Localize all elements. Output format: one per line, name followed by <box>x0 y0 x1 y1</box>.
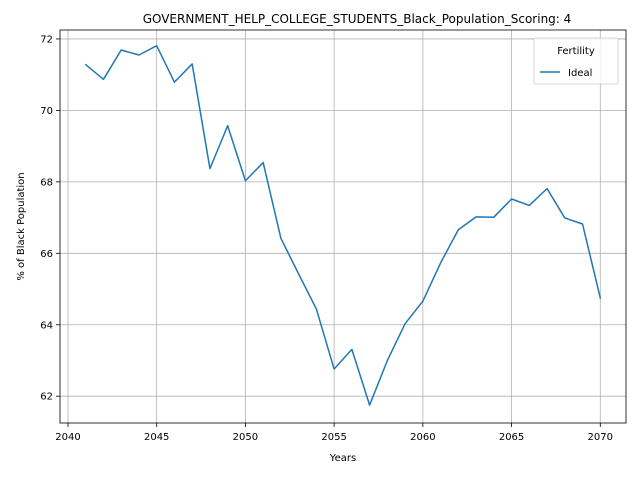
x-tick-label: 2070 <box>588 432 613 443</box>
y-axis-label: % of Black Population <box>16 172 27 280</box>
x-tick-label: 2040 <box>55 432 80 443</box>
y-tick-label: 72 <box>40 34 53 45</box>
chart-title: GOVERNMENT_HELP_COLLEGE_STUDENTS_Black_P… <box>143 12 572 26</box>
x-axis-label: Years <box>329 453 356 464</box>
legend-title: Fertility <box>557 46 595 57</box>
y-tick-label: 66 <box>40 249 53 260</box>
y-tick-label: 70 <box>40 106 53 117</box>
y-tick-label: 62 <box>40 392 53 403</box>
legend: Fertility Ideal <box>534 38 618 84</box>
legend-label: Ideal <box>568 68 592 79</box>
y-tick-label: 64 <box>40 320 53 331</box>
x-tick-label: 2065 <box>499 432 524 443</box>
y-tick-label: 68 <box>40 177 53 188</box>
x-tick-label: 2060 <box>410 432 435 443</box>
x-tick-label: 2050 <box>233 432 258 443</box>
x-tick-label: 2055 <box>321 432 346 443</box>
x-tick-label: 2045 <box>144 432 169 443</box>
